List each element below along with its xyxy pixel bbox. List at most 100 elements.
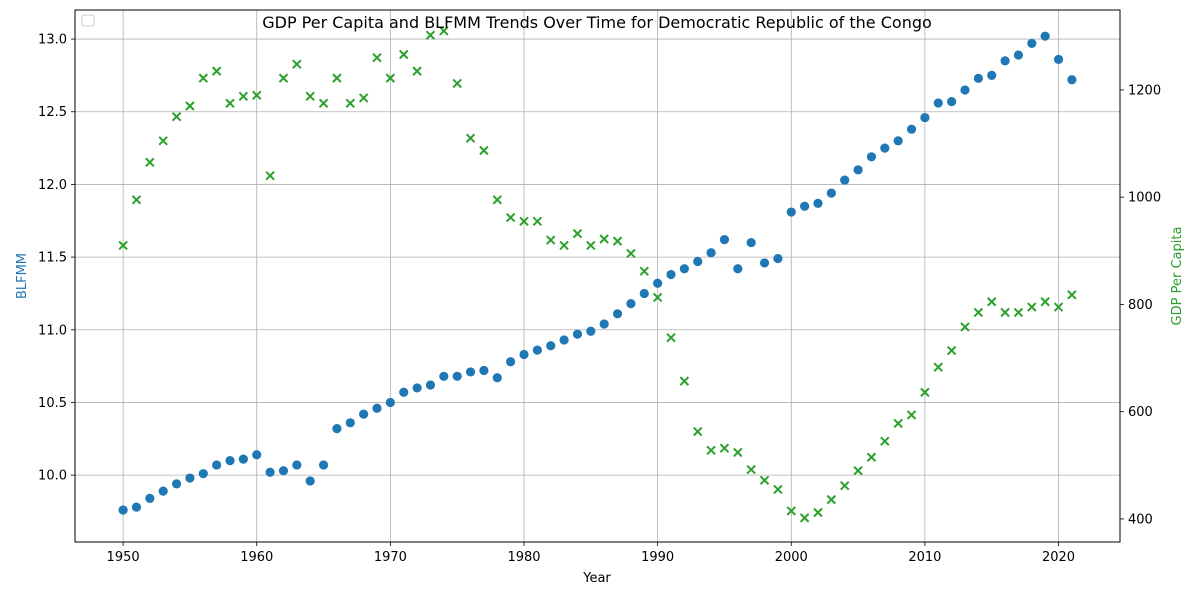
y-left-tick-label: 10.0 bbox=[38, 469, 67, 484]
y-left-tick-label: 12.5 bbox=[38, 105, 67, 120]
x-tick-label: 1950 bbox=[107, 550, 140, 565]
gdp-point bbox=[746, 464, 756, 475]
gdp-point bbox=[546, 235, 556, 245]
gdp-point bbox=[840, 480, 850, 491]
gdp-point bbox=[946, 345, 957, 356]
blfmm-point bbox=[225, 456, 235, 466]
blfmm-point bbox=[746, 237, 756, 248]
x-tick-label: 1990 bbox=[641, 550, 674, 565]
axes: 1950 1960 1970 1980 1990 2000 2010 2020 10.0 10.5… bbox=[38, 33, 1161, 565]
gdp-point bbox=[198, 73, 208, 83]
gdp-point bbox=[211, 66, 222, 76]
blfmm-point bbox=[238, 454, 248, 464]
y-right-tick-label: 1000 bbox=[1128, 191, 1161, 206]
chart-title: GDP Per Capita and BLFMM Trends Over Tim… bbox=[262, 13, 932, 32]
gdp-point bbox=[906, 410, 917, 420]
gdp-point bbox=[586, 240, 596, 251]
blfmm-point bbox=[465, 367, 476, 377]
gdp-point bbox=[706, 445, 716, 456]
blfmm-point bbox=[1027, 38, 1037, 49]
y-axis-left-title: BLFMM bbox=[15, 253, 30, 299]
gdp-point bbox=[987, 297, 997, 307]
blfmm-point bbox=[171, 479, 182, 489]
gdp-point bbox=[185, 101, 195, 111]
gdp-point bbox=[479, 145, 489, 156]
blfmm-point bbox=[906, 124, 917, 134]
blfmm-point bbox=[840, 175, 850, 185]
blfmm-point bbox=[920, 112, 930, 123]
gdp-point bbox=[305, 91, 315, 102]
gdp-point bbox=[345, 98, 355, 109]
data-marks bbox=[118, 26, 1077, 523]
x-axis-title: Year bbox=[582, 571, 611, 586]
gdp-point bbox=[292, 59, 302, 69]
gdp-point bbox=[652, 292, 663, 303]
gdp-point bbox=[131, 195, 142, 205]
gdp-point bbox=[679, 376, 690, 386]
blfmm-point bbox=[292, 460, 302, 470]
blfmm-point bbox=[813, 198, 823, 208]
blfmm-point bbox=[145, 493, 155, 503]
blfmm-point bbox=[452, 371, 462, 381]
gdp-point bbox=[318, 98, 329, 109]
x-tick-label: 1980 bbox=[507, 550, 540, 565]
blfmm-point bbox=[572, 329, 583, 339]
gdp-point bbox=[733, 447, 743, 458]
plot-area-frame bbox=[74, 9, 1121, 543]
blfmm-point bbox=[385, 397, 395, 408]
blfmm-point bbox=[666, 269, 676, 280]
gdp-point bbox=[693, 426, 703, 437]
blfmm-point bbox=[198, 469, 208, 479]
blfmm-point bbox=[653, 278, 663, 288]
gdp-point bbox=[358, 93, 369, 103]
blfmm-point bbox=[519, 349, 529, 360]
gdp-point bbox=[238, 91, 249, 102]
blfmm-point bbox=[479, 365, 489, 376]
blfmm-point bbox=[960, 85, 970, 95]
gdp-point bbox=[559, 240, 569, 251]
gdp-point bbox=[171, 112, 182, 122]
blfmm-point bbox=[305, 476, 315, 486]
gdp-point bbox=[826, 494, 837, 505]
gdp-point bbox=[639, 266, 649, 276]
gdp-point bbox=[118, 240, 128, 251]
blfmm-point bbox=[359, 409, 369, 419]
gdp-point bbox=[666, 332, 676, 343]
gdp-point bbox=[973, 307, 984, 318]
blfmm-point bbox=[773, 253, 783, 264]
blfmm-point bbox=[1013, 50, 1024, 60]
blfmm-point bbox=[332, 424, 342, 434]
blfmm-point bbox=[546, 341, 556, 351]
blfmm-point bbox=[252, 450, 262, 460]
gdp-point bbox=[505, 212, 516, 223]
gdp-point bbox=[332, 73, 342, 83]
gdp-point bbox=[960, 322, 970, 332]
y-right-tick-label: 1200 bbox=[1128, 83, 1161, 98]
gdp-point bbox=[278, 73, 289, 83]
blfmm-point bbox=[1053, 54, 1064, 65]
x-tick-label: 1960 bbox=[240, 550, 273, 565]
y-right-tick-label: 600 bbox=[1128, 405, 1153, 420]
blfmm-point bbox=[425, 380, 436, 390]
y-left-tick-label: 12.0 bbox=[38, 178, 67, 193]
blfmm-point bbox=[880, 143, 890, 153]
gdp-point bbox=[612, 236, 623, 246]
blfmm-point bbox=[1000, 56, 1010, 66]
blfmm-point bbox=[853, 165, 863, 175]
blfmm-point bbox=[212, 460, 222, 470]
gdp-point bbox=[158, 136, 168, 146]
blfmm-point bbox=[800, 201, 810, 211]
blfmm-point bbox=[532, 345, 542, 355]
gdp-point bbox=[813, 507, 823, 518]
gdp-point bbox=[465, 133, 476, 143]
gdp-point bbox=[933, 362, 943, 372]
blfmm-point bbox=[412, 383, 422, 393]
gdp-point bbox=[1000, 307, 1010, 318]
blfmm-point bbox=[733, 264, 743, 274]
blfmm-point bbox=[345, 418, 355, 428]
gdp-point bbox=[719, 443, 730, 453]
blfmm-point bbox=[399, 387, 409, 397]
blfmm-point bbox=[759, 258, 770, 268]
blfmm-point bbox=[987, 70, 997, 81]
